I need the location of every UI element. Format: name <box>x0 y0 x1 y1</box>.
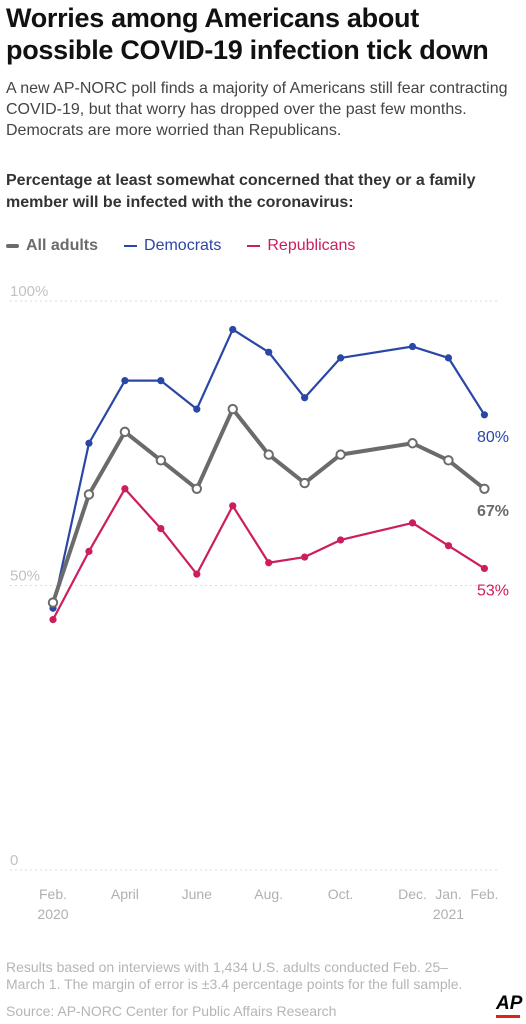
data-point-adults <box>119 426 131 438</box>
data-point-republicans <box>121 485 129 493</box>
y-tick-label: 100% <box>10 283 48 300</box>
x-tick-label: Oct. <box>328 886 354 902</box>
data-point-adults <box>443 455 454 466</box>
data-point-democrats <box>157 377 165 385</box>
legend: All adults Democrats Republicans <box>6 236 381 256</box>
data-point-democrats <box>337 354 345 362</box>
data-point-democrats <box>444 354 453 362</box>
data-point-republicans <box>157 525 165 533</box>
x-tick-label: April <box>111 886 139 902</box>
chart-question: Percentage at least somewhat concerned t… <box>6 172 476 211</box>
data-point-adults <box>47 597 59 608</box>
data-point-adults <box>299 477 310 489</box>
data-point-democrats <box>301 394 309 402</box>
x-tick-label: Aug. <box>254 886 283 902</box>
data-point-republicans <box>408 519 417 527</box>
data-point-adults <box>155 455 167 466</box>
data-point-republicans <box>337 536 345 544</box>
source-note: Source: AP-NORC Center for Public Affair… <box>6 1003 337 1019</box>
x-tick-label: Feb. <box>39 886 67 902</box>
data-point-adults <box>191 483 203 494</box>
legend-label-republicans: Republicans <box>267 237 356 254</box>
chart-subtitle: A new AP-NORC poll finds a majority of A… <box>6 80 508 139</box>
methodology-note: Results based on interviews with 1,434 U… <box>6 959 463 992</box>
ap-logo: AP <box>496 993 523 1018</box>
legend-swatch-adults <box>6 244 19 248</box>
data-point-adults <box>227 403 238 415</box>
end-label-democrats: 80% <box>477 429 509 446</box>
ap-logo-text: AP <box>496 993 523 1014</box>
data-point-adults <box>83 489 95 500</box>
x-tick-label: Jan. <box>435 886 461 902</box>
data-point-democrats <box>265 348 273 356</box>
data-point-republicans <box>444 542 453 550</box>
data-point-republicans <box>193 570 201 578</box>
end-label-republicans: 53% <box>477 582 509 599</box>
series-line-democrats <box>51 328 486 610</box>
data-point-republicans <box>49 616 57 624</box>
y-tick-label: 50% <box>10 568 40 585</box>
legend-swatch-democrats <box>124 245 138 247</box>
data-point-adults <box>263 449 274 460</box>
y-tick-label: 0 <box>10 852 18 869</box>
data-point-democrats <box>480 411 489 419</box>
legend-label-adults: All adults <box>26 237 99 254</box>
data-point-republicans <box>480 564 489 573</box>
legend-item-republicans: Republicans <box>247 237 355 255</box>
data-point-democrats <box>85 439 93 447</box>
legend-swatch-republicans <box>247 245 261 247</box>
data-point-democrats <box>229 325 237 334</box>
data-point-democrats <box>121 377 129 385</box>
legend-item-democrats: Democrats <box>124 237 221 255</box>
data-point-adults <box>479 483 490 494</box>
legend-label-democrats: Democrats <box>144 237 222 254</box>
data-point-republicans <box>85 547 93 555</box>
chart-title: Worries among Americans about possible C… <box>6 3 489 65</box>
line-chart: 100% 50% 0 Feb. 2020 April June Aug. Oct. Dec. Jan… <box>10 283 509 922</box>
data-point-democrats <box>193 405 201 413</box>
x-tick-label: June <box>182 886 213 902</box>
x-tick-sublabel: 2021 <box>433 906 464 922</box>
data-point-republicans <box>265 559 273 567</box>
ap-logo-bar <box>496 1015 520 1018</box>
x-tick-label: Dec. <box>398 886 427 902</box>
data-point-republicans <box>229 502 237 510</box>
legend-item-adults: All adults <box>6 237 98 255</box>
x-tick-label: Feb. <box>470 886 498 902</box>
series-line-republicans <box>51 487 486 621</box>
data-point-adults <box>407 438 418 449</box>
x-tick-sublabel: 2020 <box>37 906 68 922</box>
data-point-republicans <box>301 553 309 561</box>
series-line-adults <box>51 407 487 605</box>
end-label-adults: 67% <box>477 503 509 520</box>
data-point-adults <box>335 449 346 460</box>
data-point-democrats <box>408 342 417 351</box>
